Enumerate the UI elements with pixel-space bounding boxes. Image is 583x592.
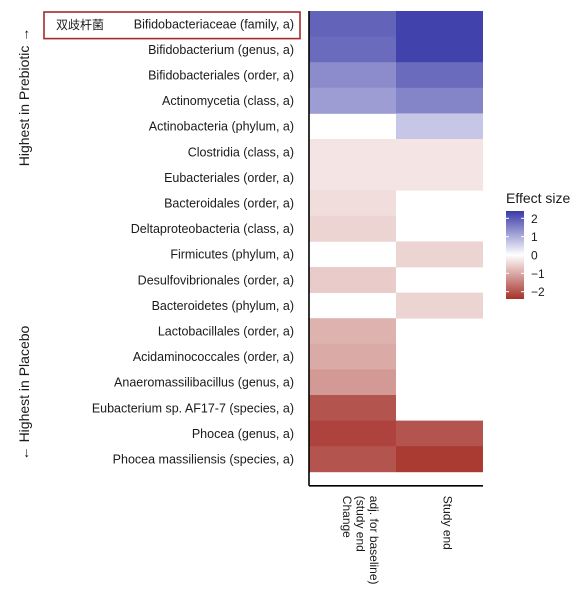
row-label: Desulfovibrionales (order, a) (138, 273, 294, 287)
annotation-prefix: 双歧杆菌 (56, 18, 104, 32)
group-label-placebo: ← Highest in Placebo (16, 325, 32, 460)
heatmap-cell-r5-c0 (309, 139, 396, 165)
heatmap-cell-r12-c0 (309, 318, 396, 345)
row-label: Eubacterium sp. AF17-7 (species, a) (92, 401, 294, 415)
legend-tick-label: 2 (531, 212, 538, 226)
row-label: Bifidobacteriales (order, a) (148, 69, 294, 83)
heatmap-cell-r10-c0 (309, 267, 396, 293)
column-label-line: Study end (441, 496, 455, 550)
group-label-prebiotic: Highest in Prebiotic → (16, 28, 32, 167)
row-label: Eubacteriales (order, a) (164, 171, 294, 185)
heatmap-cell-r17-c0 (309, 446, 396, 473)
row-label: Deltaproteobacteria (class, a) (131, 222, 294, 236)
heatmap-cell-r16-c0 (309, 420, 396, 447)
heatmap-cell-r3-c0 (309, 87, 396, 114)
legend-tick-label: 0 (531, 249, 538, 263)
legend-title: Effect size (506, 190, 571, 206)
heatmap-cell-r14-c0 (309, 369, 396, 396)
heatmap-cell-r1-c1 (396, 36, 483, 63)
heatmap-cell-r6-c1 (396, 164, 483, 191)
legend-tick-label: 1 (531, 230, 538, 244)
row-label: Anaeromassilibacillus (genus, a) (114, 376, 294, 390)
legend-tick-label: −1 (531, 267, 545, 281)
heatmap-cell-r16-c1 (396, 420, 483, 447)
heatmap-cell-r13-c0 (309, 343, 396, 370)
heatmap-cell-r0-c1 (396, 11, 483, 37)
column-label-line: adj. for baseline) (367, 496, 381, 585)
row-label: Bacteroidetes (phylum, a) (152, 299, 294, 313)
column-label: Study end (441, 496, 455, 550)
row-label: Lactobacillales (order, a) (158, 325, 294, 339)
heatmap-cell-r5-c1 (396, 139, 483, 165)
heatmap-cell-r1-c0 (309, 36, 396, 63)
row-label: Clostridia (class, a) (188, 145, 294, 159)
row-label: Bacteroidales (order, a) (164, 197, 294, 211)
row-label: Actinobacteria (phylum, a) (149, 120, 294, 134)
legend-tick-label: −2 (531, 285, 545, 299)
column-label: Change (study end adj. for baseline) (340, 496, 381, 585)
row-label: Acidaminococcales (order, a) (133, 350, 294, 364)
row-label: Phocea massiliensis (species, a) (113, 453, 294, 467)
heatmap-cell-r11-c1 (396, 292, 483, 319)
heatmap-cell-r2-c0 (309, 62, 396, 89)
heatmap-cell-r15-c0 (309, 395, 396, 421)
legend-colorbar (506, 211, 524, 299)
heatmap-cell-r0-c0 (309, 11, 396, 37)
heatmap-cell-r9-c1 (396, 241, 483, 268)
highlight-box (43, 11, 301, 40)
heatmap-cell-r2-c1 (396, 62, 483, 89)
heatmap-cell-r17-c1 (396, 446, 483, 473)
row-label: Firmicutes (phylum, a) (170, 248, 294, 262)
column-label-line: Change (340, 496, 354, 538)
heatmap-cell-r8-c0 (309, 215, 396, 242)
row-label: Bifidobacteriaceae (family, a) (134, 17, 294, 31)
row-label: Phocea (genus, a) (192, 427, 294, 441)
heatmap-cell-r3-c1 (396, 87, 483, 114)
heatmap-cell-r7-c0 (309, 190, 396, 217)
row-label: Actinomycetia (class, a) (162, 94, 294, 108)
heatmap-cell-r4-c1 (396, 113, 483, 140)
column-label-line: (study end (354, 496, 368, 552)
heatmap-cell-r6-c0 (309, 164, 396, 191)
row-label: Bifidobacterium (genus, a) (148, 43, 294, 57)
